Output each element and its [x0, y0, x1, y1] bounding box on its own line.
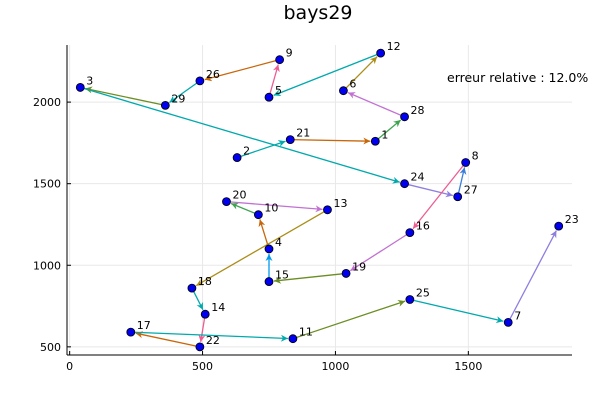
tour-edge-20-13 — [226, 200, 323, 213]
x-tick-label: 0 — [66, 360, 73, 373]
city-label-22: 22 — [206, 334, 220, 347]
city-node-18 — [187, 283, 197, 293]
city-node-25 — [405, 295, 415, 304]
relative-error-annotation: erreur relative : 12.0% — [447, 70, 588, 85]
city-label-1: 1 — [381, 128, 388, 141]
tour-edge-24-27 — [404, 183, 454, 198]
city-label-20: 20 — [232, 189, 246, 202]
city-node-13 — [323, 205, 332, 215]
tour-edges — [80, 52, 557, 348]
tour-edge-5-9 — [268, 64, 280, 98]
tour-edge-3-24 — [80, 86, 400, 184]
tour-edge-8-16 — [412, 162, 467, 230]
city-labels: 1234567891011121314151617181920212223242… — [86, 40, 578, 347]
tour-edge-10-20 — [230, 202, 259, 216]
city-node-27 — [453, 192, 463, 202]
city-node-22 — [195, 342, 205, 352]
tour-edge-13-18 — [195, 209, 328, 287]
city-label-15: 15 — [275, 269, 289, 282]
tour-edge-29-3 — [85, 86, 166, 107]
city-node-9 — [275, 55, 285, 65]
tour-edge-26-29 — [169, 80, 201, 104]
y-tick-label: 1500 — [33, 178, 61, 191]
city-node-4 — [264, 244, 274, 254]
city-label-28: 28 — [411, 104, 425, 117]
city-node-6 — [339, 86, 348, 96]
city-label-14: 14 — [211, 301, 225, 314]
tour-edge-19-15 — [273, 272, 347, 284]
x-tick-label: 1500 — [454, 360, 482, 373]
tour-edge-17-11 — [130, 331, 288, 342]
city-label-6: 6 — [349, 78, 356, 91]
city-node-15 — [264, 277, 274, 286]
city-node-3 — [75, 83, 85, 92]
tour-edge-6-12 — [342, 56, 378, 92]
tour-edge-11-25 — [292, 300, 406, 340]
city-label-5: 5 — [275, 84, 282, 97]
tour-edge-2-21 — [236, 140, 286, 159]
tour-edge-1-28 — [374, 119, 402, 142]
city-label-2: 2 — [243, 145, 250, 158]
grid — [67, 45, 572, 355]
city-node-5 — [264, 92, 274, 102]
city-label-10: 10 — [264, 202, 278, 215]
y-tick-label: 2000 — [33, 96, 61, 109]
city-label-29: 29 — [171, 92, 185, 105]
city-node-28 — [400, 112, 409, 122]
city-label-12: 12 — [387, 40, 401, 53]
city-nodes — [75, 48, 564, 352]
city-node-19 — [341, 269, 351, 278]
city-node-1 — [370, 136, 380, 146]
tour-edge-22-17 — [135, 331, 201, 348]
city-node-21 — [285, 135, 295, 145]
chart-title: bays29 — [283, 2, 352, 24]
tour-edge-9-26 — [204, 59, 280, 82]
city-node-24 — [400, 179, 409, 189]
city-label-23: 23 — [565, 213, 579, 226]
city-node-20 — [222, 197, 231, 207]
tour-edge-7-23 — [507, 230, 557, 323]
city-node-29 — [160, 100, 170, 110]
city-label-9: 9 — [286, 47, 293, 60]
city-label-17: 17 — [137, 319, 151, 332]
city-label-19: 19 — [352, 260, 366, 273]
city-label-7: 7 — [514, 309, 521, 322]
city-node-12 — [376, 48, 386, 58]
city-node-23 — [554, 221, 564, 231]
city-label-27: 27 — [464, 184, 478, 197]
tour-edge-12-5 — [273, 52, 381, 97]
city-label-26: 26 — [206, 68, 220, 81]
city-node-26 — [195, 76, 205, 86]
city-node-11 — [288, 334, 298, 344]
city-node-7 — [503, 317, 513, 327]
city-label-13: 13 — [333, 197, 347, 210]
city-label-11: 11 — [299, 326, 313, 339]
city-node-10 — [253, 210, 263, 220]
city-node-8 — [461, 158, 471, 167]
tour-edge-21-1 — [290, 137, 371, 145]
tour-edge-27-8 — [457, 167, 467, 197]
city-node-2 — [232, 153, 242, 162]
tour-edge-25-7 — [409, 298, 504, 324]
x-tick-label: 500 — [192, 360, 213, 373]
city-node-14 — [200, 309, 210, 319]
city-label-4: 4 — [275, 236, 282, 249]
tour-edge-16-19 — [349, 232, 411, 272]
city-label-18: 18 — [198, 275, 212, 288]
city-label-24: 24 — [411, 171, 425, 184]
tour-edge-28-6 — [347, 92, 405, 118]
y-tick-label: 1000 — [33, 259, 61, 272]
city-label-16: 16 — [416, 220, 430, 233]
x-tick-label: 1000 — [321, 360, 349, 373]
city-node-16 — [405, 228, 415, 238]
city-label-8: 8 — [472, 149, 479, 162]
city-label-3: 3 — [86, 74, 93, 87]
city-label-25: 25 — [416, 287, 430, 300]
city-label-21: 21 — [296, 127, 310, 140]
tour-edge-14-22 — [198, 314, 206, 343]
city-node-17 — [126, 327, 136, 337]
y-tick-label: 500 — [40, 341, 61, 354]
axes: 0 500 1000 1500 500 1000 1500 2000 — [33, 45, 572, 373]
